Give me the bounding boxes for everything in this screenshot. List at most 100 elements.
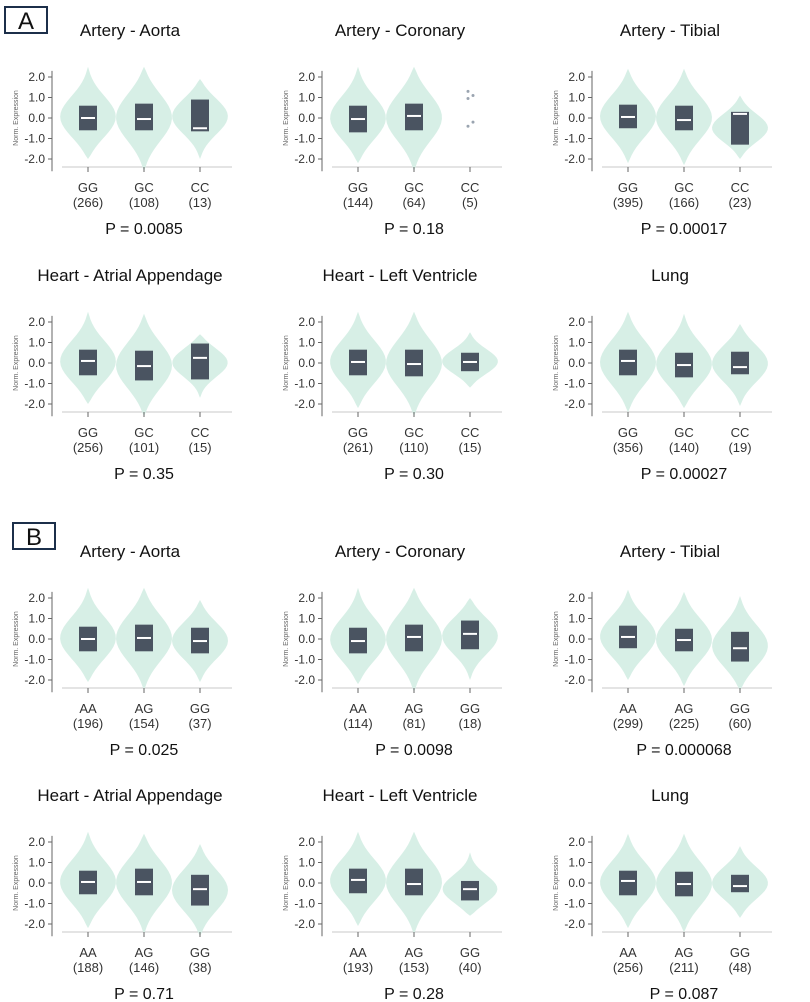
violin-panel: Artery - Coronary Norm. Expression 2.0 1.0 0… [283, 542, 502, 759]
sample-size-label: (101) [129, 440, 159, 455]
violin-panel: Heart - Left Ventricle Norm. Expression 2.… [283, 266, 502, 483]
y-axis-label: Norm. Expression [13, 335, 20, 391]
y-tick-label: 1.0 [298, 91, 315, 105]
genotype-label: GG [190, 701, 210, 716]
y-axis-label: Norm. Expression [13, 855, 20, 911]
panel-title: Artery - Tibial [620, 542, 720, 561]
p-value: P = 0.087 [650, 986, 719, 1002]
sample-size-label: (211) [669, 960, 698, 975]
p-value: P = 0.00017 [641, 221, 728, 238]
p-value: P = 0.0085 [105, 221, 183, 238]
sample-size-label: (60) [728, 716, 751, 731]
genotype-label: GC [674, 180, 694, 195]
genotype-label: AA [349, 945, 367, 960]
panel-title: Lung [651, 266, 689, 285]
sample-size-label: (256) [613, 960, 643, 975]
y-axis-label: Norm. Expression [553, 855, 560, 911]
panel-title: Heart - Atrial Appendage [37, 266, 222, 285]
genotype-label: CC [461, 425, 480, 440]
y-tick-label: 0.0 [28, 632, 45, 646]
y-tick-label: 1.0 [568, 856, 585, 870]
genotype-label: AG [135, 945, 154, 960]
section-label-b: B [12, 522, 56, 551]
sample-size-label: (15) [458, 440, 481, 455]
y-tick-label: 2.0 [298, 591, 315, 605]
sample-size-label: (5) [462, 195, 478, 210]
genotype-label: AG [405, 945, 424, 960]
sample-size-label: (153) [399, 960, 429, 975]
genotype-label: GG [78, 180, 98, 195]
y-tick-label: 1.0 [568, 336, 585, 350]
p-value: P = 0.0098 [375, 742, 453, 759]
genotype-label: CC [731, 180, 750, 195]
sample-size-label: (108) [129, 195, 159, 210]
violin-panel: Heart - Left Ventricle Norm. Expression 2.… [283, 786, 502, 1002]
iqr-box [405, 624, 423, 652]
y-tick-label: -1.0 [564, 897, 585, 911]
genotype-label: GG [730, 701, 750, 716]
genotype-label: CC [731, 425, 750, 440]
sample-size-label: (395) [613, 195, 643, 210]
panel-title: Artery - Coronary [335, 21, 466, 40]
iqr-box [191, 874, 209, 906]
genotype-label: AA [349, 701, 367, 716]
genotype-label: GG [618, 180, 638, 195]
iqr-box [191, 99, 209, 132]
genotype-label: CC [191, 180, 210, 195]
y-tick-label: -1.0 [24, 132, 45, 146]
panel-title: Artery - Aorta [80, 21, 181, 40]
y-tick-label: 2.0 [298, 835, 315, 849]
y-tick-label: -1.0 [294, 897, 315, 911]
y-tick-label: 1.0 [568, 612, 585, 626]
y-tick-label: 0.0 [298, 356, 315, 370]
y-tick-label: 2.0 [298, 315, 315, 329]
iqr-box [619, 870, 637, 896]
genotype-label: GG [78, 425, 98, 440]
genotype-label: GC [404, 180, 424, 195]
y-tick-label: 2.0 [298, 70, 315, 84]
genotype-label: GG [460, 945, 480, 960]
iqr-box [731, 631, 749, 662]
violin-panel: Artery - Aorta Norm. Expression 2.0 1.0 0.0 -… [13, 542, 232, 759]
p-value: P = 0.71 [114, 986, 174, 1002]
y-tick-label: -2.0 [24, 152, 45, 166]
y-tick-label: -2.0 [564, 673, 585, 687]
sample-size-label: (261) [343, 440, 373, 455]
y-tick-label: -1.0 [24, 653, 45, 667]
y-axis-label: Norm. Expression [13, 611, 20, 667]
y-tick-label: 2.0 [28, 591, 45, 605]
section-label-a: A [4, 6, 48, 35]
p-value: P = 0.28 [384, 986, 444, 1002]
y-axis-label: Norm. Expression [13, 90, 20, 146]
y-tick-label: 1.0 [298, 612, 315, 626]
sample-size-label: (40) [458, 960, 481, 975]
y-axis-label: Norm. Expression [553, 90, 560, 146]
iqr-box [731, 874, 749, 893]
y-tick-label: 0.0 [298, 876, 315, 890]
y-tick-label: -1.0 [294, 132, 315, 146]
genotype-label: GC [134, 425, 154, 440]
p-value: P = 0.18 [384, 221, 444, 238]
genotype-label: GG [730, 945, 750, 960]
y-tick-label: 0.0 [568, 111, 585, 125]
y-tick-label: 0.0 [28, 356, 45, 370]
iqr-box [405, 868, 423, 896]
y-tick-label: -2.0 [24, 397, 45, 411]
sample-size-label: (140) [669, 440, 699, 455]
y-tick-label: 2.0 [568, 591, 585, 605]
y-tick-label: 2.0 [28, 835, 45, 849]
y-tick-label: 1.0 [298, 856, 315, 870]
y-tick-label: 1.0 [28, 336, 45, 350]
y-axis-label: Norm. Expression [283, 855, 290, 911]
genotype-label: GC [404, 425, 424, 440]
sample-size-label: (266) [73, 195, 103, 210]
y-tick-label: 2.0 [568, 70, 585, 84]
y-axis-label: Norm. Expression [553, 611, 560, 667]
y-tick-label: -2.0 [24, 917, 45, 931]
sample-size-label: (196) [73, 716, 103, 731]
panel-title: Lung [651, 786, 689, 805]
y-tick-label: 1.0 [28, 856, 45, 870]
y-tick-label: -2.0 [294, 673, 315, 687]
